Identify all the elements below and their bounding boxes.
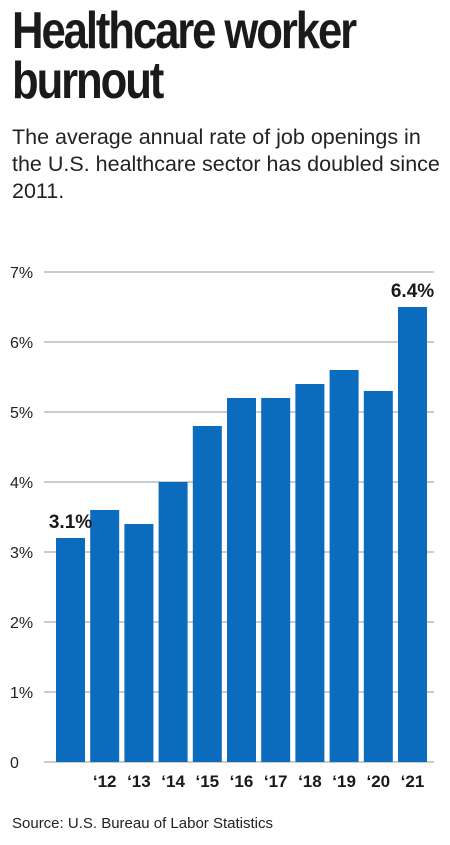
- y-tick-label: 0: [10, 755, 19, 772]
- chart-subtitle: The average annual rate of job openings …: [12, 125, 440, 203]
- bar: [192, 426, 222, 762]
- x-tick-label: ‘15: [195, 772, 219, 791]
- y-tick-label: 5%: [10, 405, 33, 422]
- x-tick-label: ‘19: [332, 772, 356, 791]
- x-tick-label: ‘20: [366, 772, 390, 791]
- y-tick-label: 4%: [10, 475, 33, 492]
- y-tick-label: 7%: [10, 265, 33, 282]
- bar-chart: 0 1% 2% 3% 4% 5% 6% 7% ‘12 ‘13 ‘14 ‘15 ‘16 ‘17 ‘18 ‘19…: [10, 265, 434, 791]
- x-tick-label: ‘17: [264, 772, 288, 791]
- bar: [363, 391, 393, 762]
- y-axis-ticks: 0 1% 2% 3% 4% 5% 6% 7%: [10, 265, 33, 772]
- data-label: 6.4%: [391, 281, 434, 302]
- chart-title: Healthcare worker burnout: [12, 2, 357, 110]
- x-tick-label: ‘21: [401, 772, 425, 791]
- bar: [227, 398, 256, 762]
- y-tick-label: 6%: [10, 335, 33, 352]
- bar: [90, 510, 120, 762]
- data-labels: 3.1% 6.4%: [49, 281, 434, 533]
- source-note: Source: U.S. Bureau of Labor Statistics: [12, 815, 273, 832]
- x-tick-label: ‘16: [230, 772, 254, 791]
- bar: [56, 538, 85, 762]
- y-tick-label: 2%: [10, 615, 33, 632]
- bar: [295, 384, 325, 762]
- x-tick-label: ‘13: [127, 772, 151, 791]
- bar: [124, 524, 154, 762]
- bar: [261, 398, 291, 762]
- x-tick-label: ‘14: [161, 772, 185, 791]
- x-axis-ticks: ‘12 ‘13 ‘14 ‘15 ‘16 ‘17 ‘18 ‘19 ‘20 ‘21: [93, 772, 424, 791]
- x-tick-label: ‘12: [93, 772, 117, 791]
- bar: [398, 307, 427, 762]
- bars: [56, 307, 427, 762]
- data-label: 3.1%: [49, 512, 92, 533]
- y-tick-label: 3%: [10, 545, 33, 562]
- bar: [329, 370, 359, 762]
- bar: [158, 482, 188, 762]
- y-tick-label: 1%: [10, 685, 33, 702]
- x-tick-label: ‘18: [298, 772, 322, 791]
